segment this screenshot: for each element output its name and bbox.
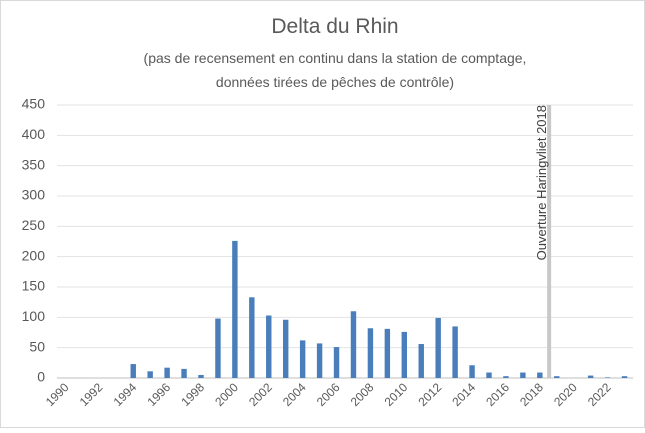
bar <box>232 240 238 378</box>
bar <box>215 318 221 378</box>
bar <box>282 319 289 378</box>
y-tick-label: 400 <box>22 126 46 142</box>
bar <box>587 375 594 378</box>
y-tick-label: 200 <box>22 247 46 263</box>
bar <box>621 376 628 378</box>
bar <box>469 365 475 378</box>
bar <box>554 376 560 378</box>
bar <box>164 367 170 378</box>
bar <box>147 371 153 378</box>
y-tick-label: 50 <box>29 338 45 354</box>
bar <box>604 377 611 378</box>
bar <box>266 315 272 378</box>
bar <box>316 343 323 378</box>
y-tick-label: 100 <box>22 308 46 324</box>
bar <box>435 317 441 378</box>
bar <box>181 368 187 378</box>
chart-subtitle: données tirées de pêches de contrôle) <box>216 74 454 90</box>
bar <box>130 364 136 378</box>
bar <box>333 347 340 378</box>
bar <box>418 344 424 378</box>
bar <box>249 297 255 378</box>
y-tick-label: 250 <box>22 217 46 233</box>
bar <box>520 372 526 378</box>
chart-title: Delta du Rhin <box>271 15 398 38</box>
y-tick-label: 450 <box>22 96 46 112</box>
bar <box>198 374 204 378</box>
bar <box>452 326 458 378</box>
bar <box>537 372 543 378</box>
bar <box>486 372 492 378</box>
chart-subtitle: (pas de recensement en continu dans la s… <box>144 50 527 66</box>
bar <box>299 340 306 378</box>
bar <box>367 328 374 378</box>
y-tick-label: 350 <box>22 156 46 172</box>
bar <box>350 311 357 378</box>
annotation-label: Ouverture Haringvliet 2018 <box>534 105 549 260</box>
bar <box>401 331 408 378</box>
y-tick-label: 150 <box>22 278 46 294</box>
y-tick-label: 300 <box>22 187 46 203</box>
bar <box>384 328 391 378</box>
bar <box>503 376 509 378</box>
y-tick-label: 0 <box>37 369 45 385</box>
